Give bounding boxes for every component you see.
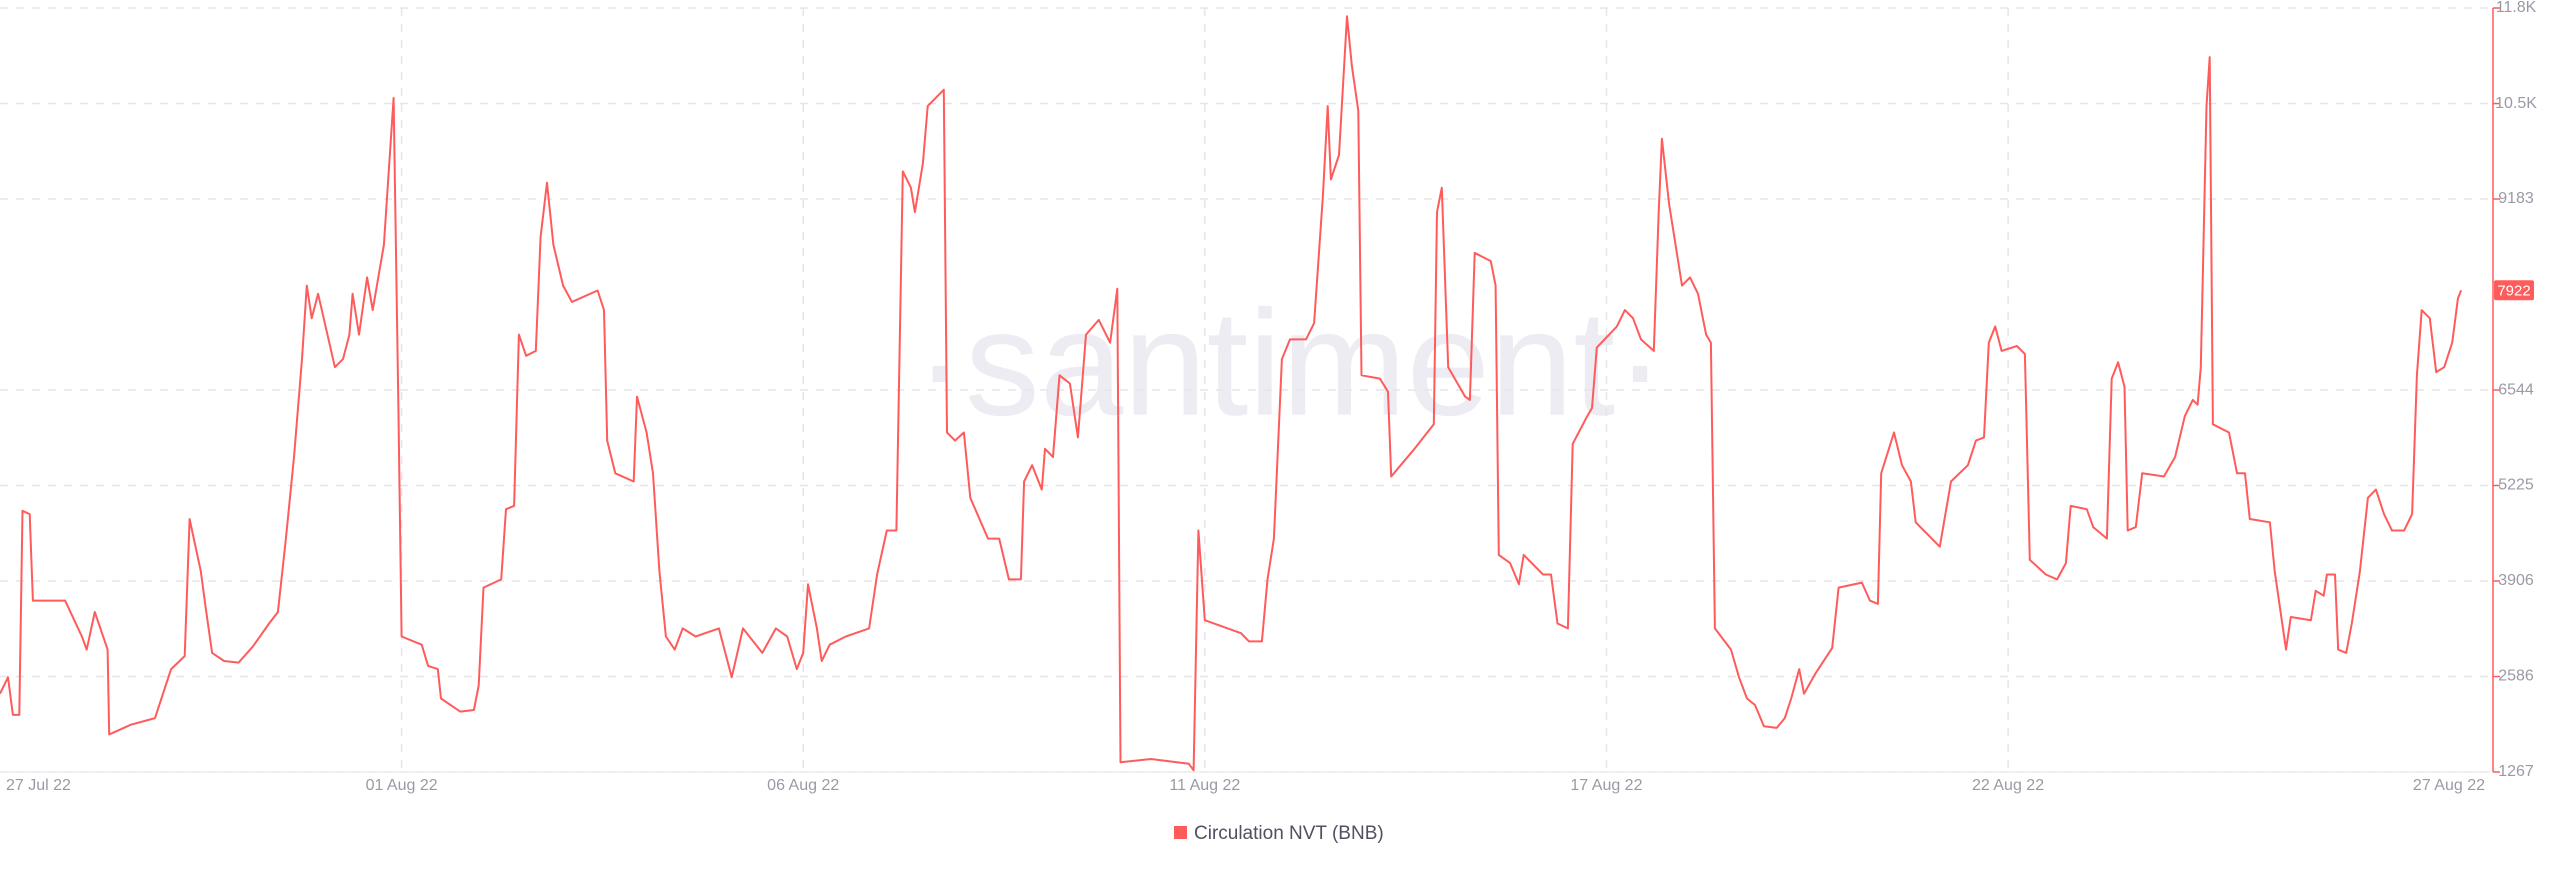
y-tick-label: 2586: [2498, 668, 2534, 685]
y-tick-label: 11.8K: [2496, 0, 2537, 16]
y-tick-label: 6544: [2498, 381, 2534, 398]
legend-swatch: [1174, 826, 1187, 839]
x-tick-label: 06 Aug 22: [767, 777, 839, 794]
x-tick-label: 11 Aug 22: [1169, 777, 1240, 794]
line-series: [0, 15, 2463, 772]
y-tick-label: 10.5K: [2495, 95, 2537, 112]
y-tick-label: 1267: [2498, 763, 2534, 780]
y-tick-label: 3906: [2498, 572, 2534, 589]
x-tick-label: 27 Aug 22: [2413, 777, 2485, 794]
x-tick-label: 27 Jul 22: [6, 777, 71, 794]
last-value-badge: [2494, 280, 2534, 301]
x-tick-label: 22 Aug 22: [1972, 777, 2044, 794]
y-tick-label: 5225: [2498, 477, 2534, 494]
watermark: ·santiment·: [915, 279, 1665, 447]
y-tick-label: 9183: [2498, 190, 2534, 207]
x-tick-label: 17 Aug 22: [1570, 777, 1642, 794]
last-value-label: 7922: [2497, 282, 2530, 299]
x-tick-label: 01 Aug 22: [366, 777, 438, 794]
legend-label: Circulation NVT (BNB): [1194, 823, 1384, 844]
